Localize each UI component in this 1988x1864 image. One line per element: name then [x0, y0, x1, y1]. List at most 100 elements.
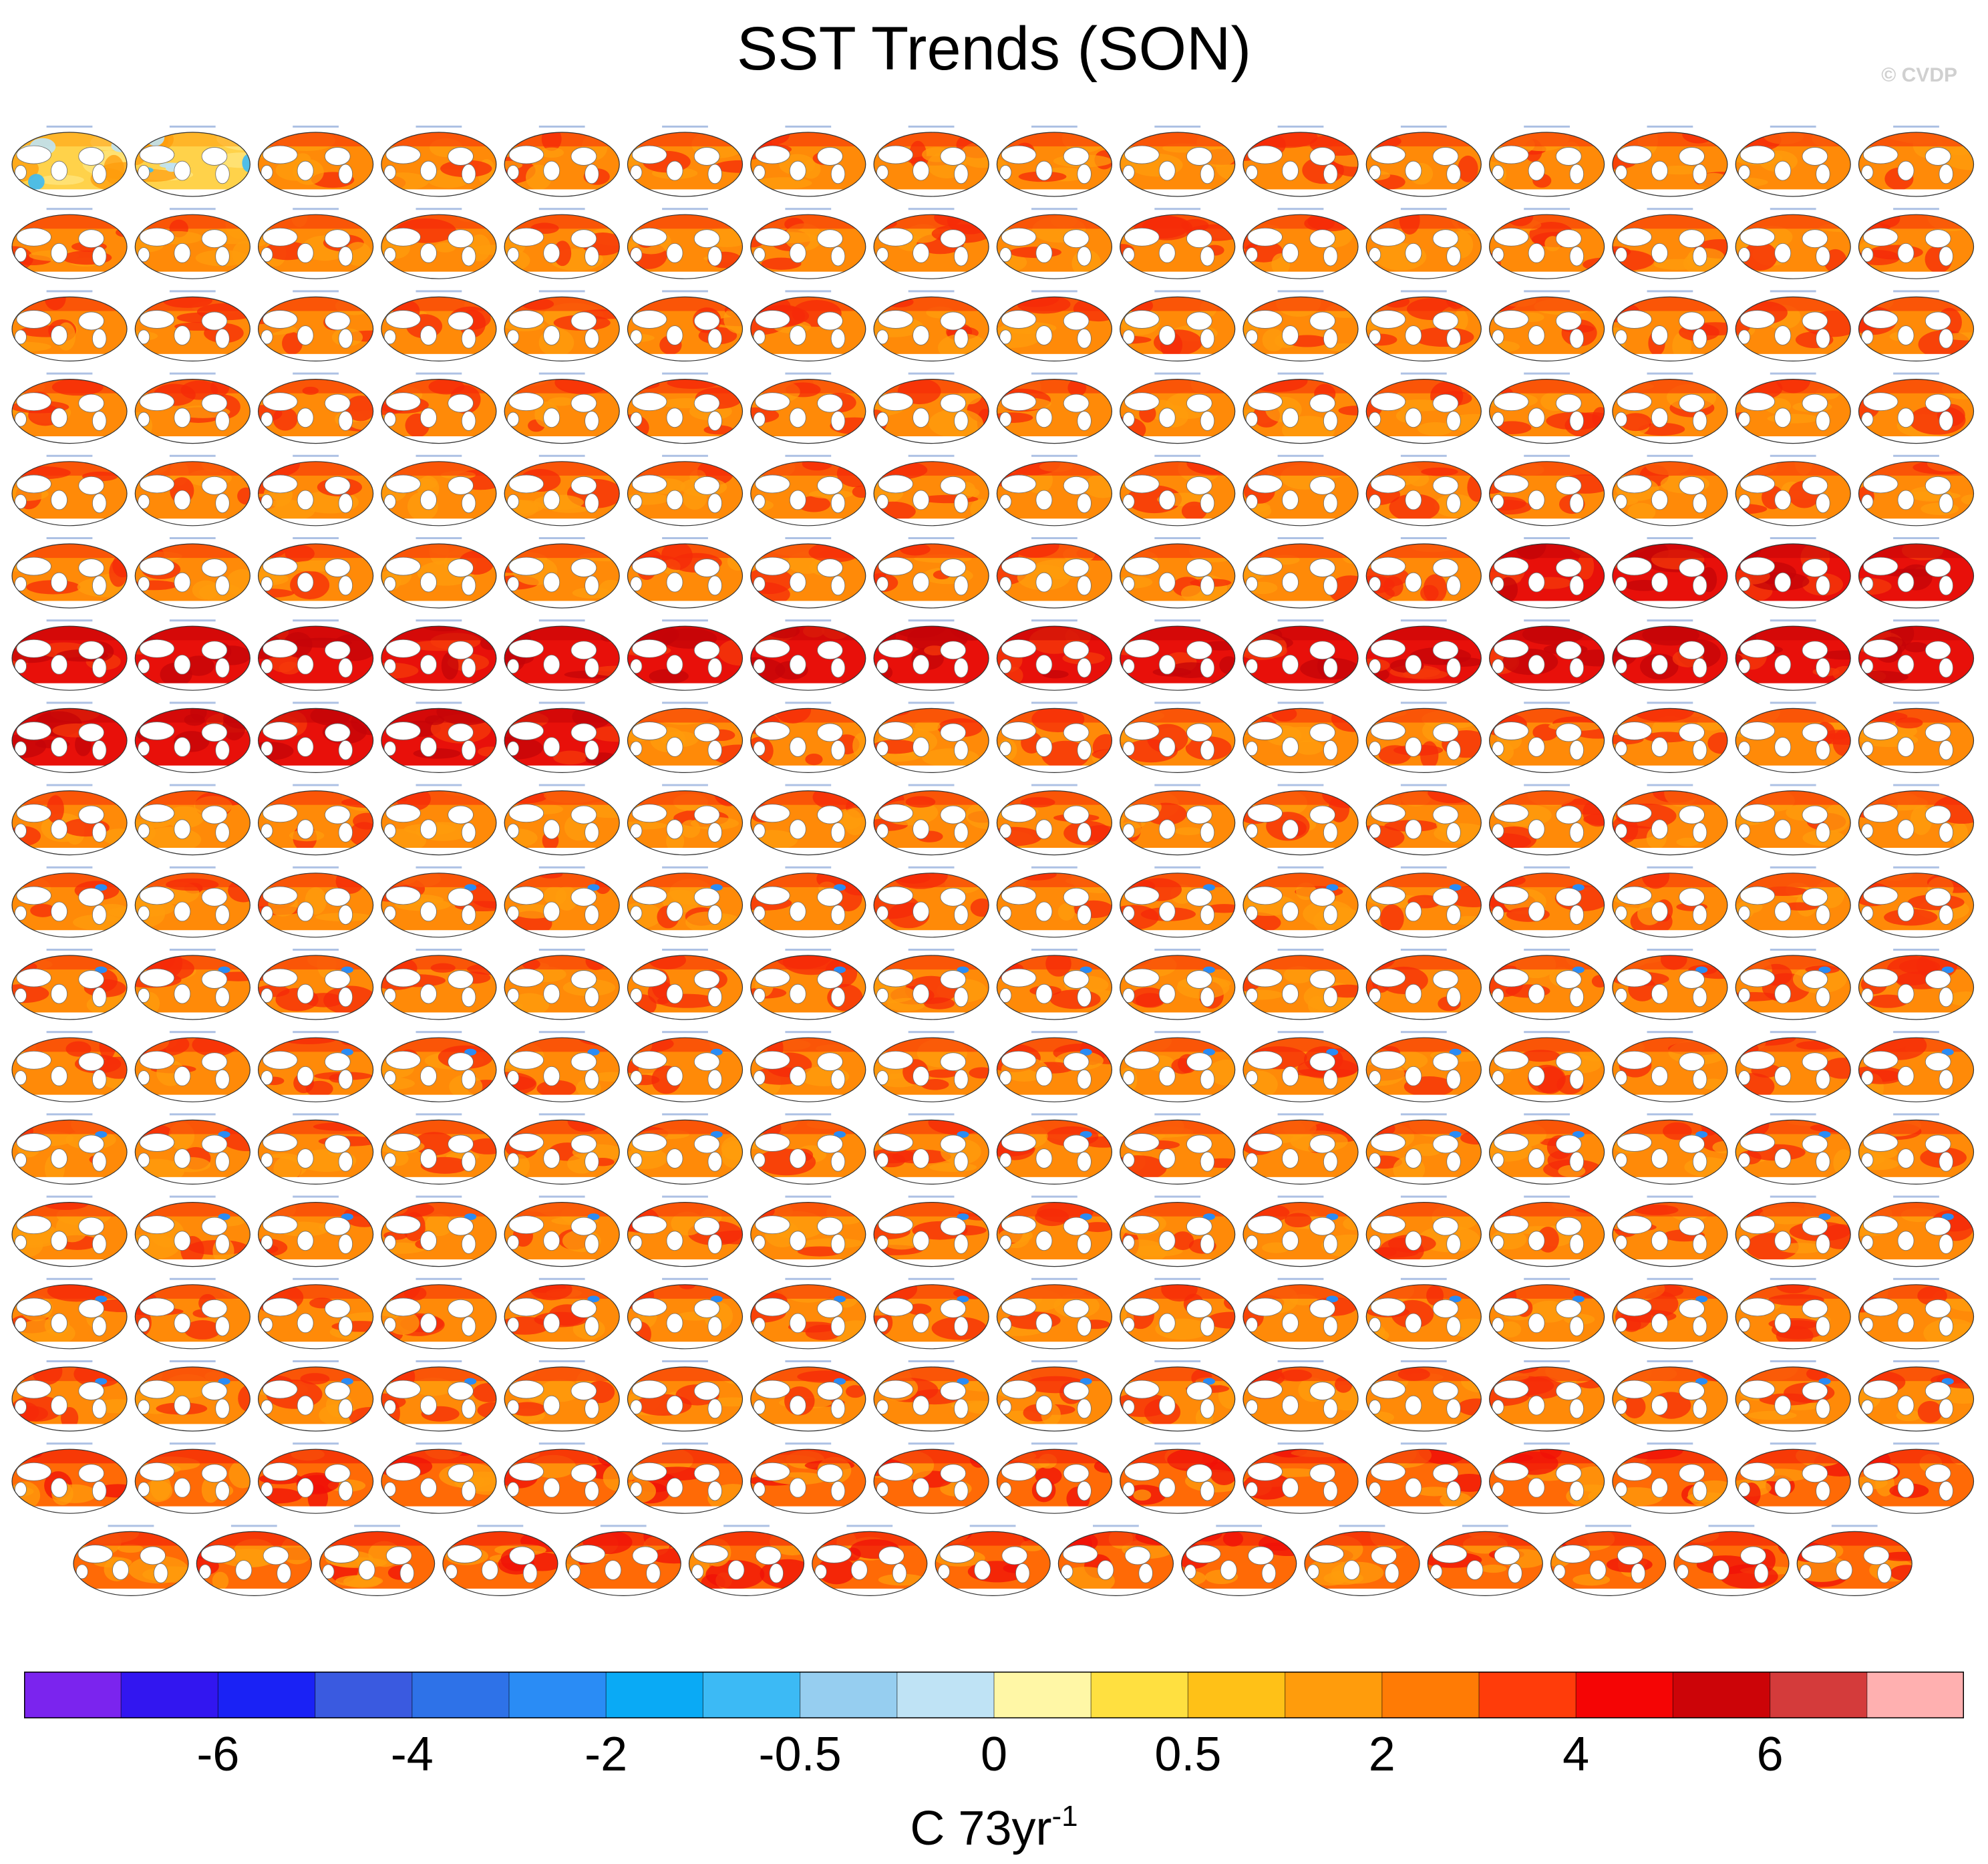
map-panel	[1735, 1442, 1851, 1514]
map-panel	[11, 784, 128, 856]
map-panel	[873, 208, 989, 279]
map-panel	[750, 784, 866, 856]
map-panel	[996, 1031, 1113, 1102]
map-panel	[1489, 537, 1605, 609]
colorbar-tick-label: 2	[1368, 1728, 1395, 1781]
map-panel	[1735, 784, 1851, 856]
colorbar-segment	[994, 1672, 1092, 1718]
map-panel	[1612, 949, 1728, 1020]
map-panel	[1365, 290, 1482, 361]
map-panel	[996, 126, 1113, 197]
colorbar-segment	[411, 1672, 510, 1718]
map-panel	[1304, 1525, 1420, 1596]
map-panel	[258, 290, 374, 361]
map-panel	[1612, 1277, 1728, 1350]
map-panel	[935, 1525, 1051, 1596]
map-panel	[1242, 1113, 1359, 1185]
map-panel	[1120, 208, 1236, 279]
map-panel	[1612, 537, 1728, 609]
map-panel	[1365, 537, 1482, 609]
map-panel	[750, 949, 866, 1020]
map-panel	[627, 866, 743, 938]
map-panel	[627, 1360, 743, 1432]
map-panel	[627, 126, 743, 197]
colorbar-segment	[703, 1672, 801, 1718]
map-panel	[381, 126, 497, 197]
map-panel	[996, 1113, 1113, 1185]
map-panel	[627, 290, 743, 361]
map-panel	[504, 208, 620, 279]
map-panel	[1489, 1277, 1605, 1350]
map-panel	[1735, 1277, 1851, 1350]
map-panel	[258, 372, 374, 444]
map-panel	[1242, 290, 1359, 361]
units-main: C 73yr	[910, 1802, 1052, 1855]
map-panel	[873, 372, 989, 444]
map-panel	[11, 372, 128, 444]
chart-title: SST Trends (SON)	[736, 15, 1252, 83]
map-panel	[1858, 126, 1975, 197]
map-panel	[11, 1113, 128, 1185]
map-panel	[1242, 537, 1359, 609]
map-panel	[381, 454, 497, 526]
map-panel	[750, 372, 866, 444]
map-panel	[134, 1031, 251, 1102]
map-panel	[381, 1113, 497, 1185]
map-panel	[1858, 866, 1975, 938]
map-panel	[381, 702, 497, 774]
map-panel	[627, 702, 743, 774]
map-panel	[1242, 126, 1359, 197]
map-panel	[381, 784, 497, 856]
map-panel	[1612, 290, 1728, 361]
colorbar-tick-labels: -6 -4 -2 -0.5 0 0.5 2 4 6	[24, 1728, 1964, 1781]
map-panel	[873, 702, 989, 774]
colorbar-segment	[315, 1672, 413, 1718]
map-panel	[258, 454, 374, 526]
colorbar-segment	[1381, 1672, 1480, 1718]
map-panel	[996, 1360, 1113, 1432]
map-panel	[1242, 208, 1359, 279]
map-panel	[996, 372, 1113, 444]
map-panel	[873, 1031, 989, 1102]
map-panel	[73, 1525, 189, 1596]
map-panel	[1427, 1525, 1543, 1596]
map-panel	[1858, 949, 1975, 1020]
map-panel	[381, 1195, 497, 1267]
map-panel	[565, 1525, 681, 1596]
map-panel	[996, 537, 1113, 609]
map-panel	[134, 619, 251, 691]
colorbar-tick-label: -6	[196, 1728, 240, 1781]
map-panel	[873, 126, 989, 197]
map-panel	[996, 208, 1113, 279]
map-panel	[258, 949, 374, 1020]
map-panel	[750, 702, 866, 774]
map-panel	[134, 949, 251, 1020]
map-panel	[258, 126, 374, 197]
map-panel	[1858, 1360, 1975, 1432]
map-panel	[1735, 1195, 1851, 1267]
colorbar-segment	[1479, 1672, 1577, 1718]
map-panel	[1735, 537, 1851, 609]
map-panel	[1242, 1277, 1359, 1350]
map-panel	[750, 866, 866, 938]
map-panel	[627, 1031, 743, 1102]
map-panel	[504, 372, 620, 444]
map-panel	[258, 1277, 374, 1350]
map-panel	[1735, 454, 1851, 526]
map-panel	[11, 208, 128, 279]
map-panel	[996, 702, 1113, 774]
map-panel	[1612, 372, 1728, 444]
map-panel	[1489, 1113, 1605, 1185]
map-panel	[258, 1031, 374, 1102]
map-panel	[11, 126, 128, 197]
map-panel	[1120, 537, 1236, 609]
map-panel	[381, 372, 497, 444]
map-panel	[258, 1195, 374, 1267]
map-panel	[1489, 619, 1605, 691]
map-panel	[1796, 1525, 1913, 1596]
map-panel	[750, 1442, 866, 1514]
map-panel	[1489, 372, 1605, 444]
map-panel	[11, 1031, 128, 1102]
map-panel	[1242, 1031, 1359, 1102]
